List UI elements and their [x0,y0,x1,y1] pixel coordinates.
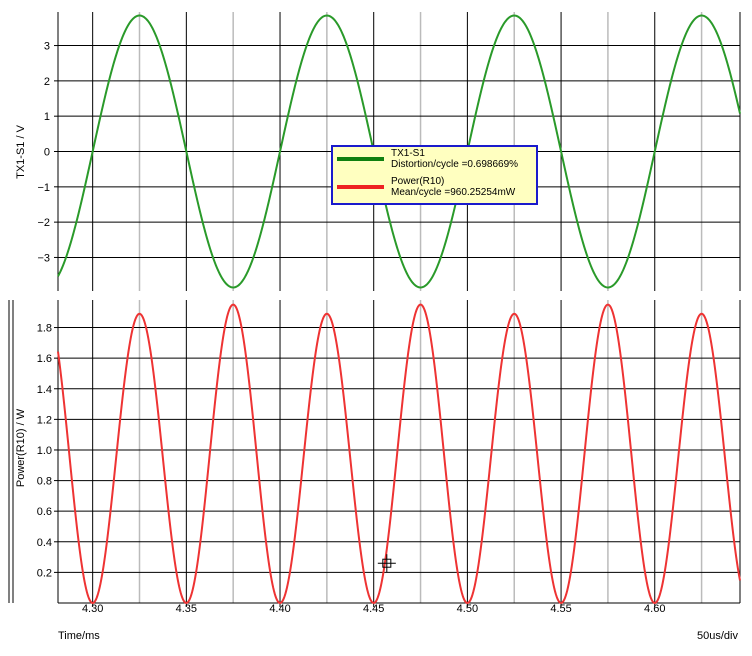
legend-swatch-power [337,185,384,189]
voltage-tick-label-5: −2 [37,217,50,229]
legend-name-voltage: TX1-S1 [391,148,425,159]
time-tick-label-6: 4.60 [644,603,665,615]
power-tick-labels: 0.2 0.4 0.6 0.8 1.0 1.2 1.4 1.6 1.8 [37,323,52,580]
legend-stat-voltage: Distortion/cycle =0.698669% [391,159,519,170]
power-tick-label-8: 1.8 [37,323,52,335]
legend-entry-power[interactable]: Power(R10) Mean/cycle =960.25254mW [333,176,536,202]
power-tick-label-3: 0.8 [37,476,52,488]
time-tick-label-0: 4.30 [82,603,103,615]
legend-swatch-voltage [337,157,384,161]
voltage-tick-label-1: 2 [44,76,50,88]
power-tick-label-2: 0.6 [37,506,52,518]
time-tick-label-4: 4.50 [457,603,478,615]
voltage-tick-labels: 3 2 1 0 −1 −2 −3 [37,41,50,265]
legend-box[interactable]: TX1-S1 Distortion/cycle =0.698669% Power… [331,145,538,205]
cursor-box [382,558,392,568]
power-tick-label-0: 0.2 [37,567,52,579]
x-axis-title: Time/ms [58,630,100,642]
power-tick-label-4: 1.0 [37,445,52,457]
voltage-tick-label-3: 0 [44,147,50,159]
time-tick-label-1: 4.35 [176,603,197,615]
power-plot: 0.2 0.4 0.6 0.8 1.0 1.2 1.4 1.6 1.8 4.30 4.35 4.40… [8,300,741,615]
legend-entry-voltage[interactable]: TX1-S1 Distortion/cycle =0.698669% [333,148,536,174]
voltage-tick-label-4: −1 [37,182,50,194]
time-tick-label-5: 4.55 [550,603,571,615]
voltage-tick-label-2: 1 [44,111,50,123]
power-tick-label-5: 1.2 [37,414,52,426]
voltage-tick-label-6: −3 [37,252,50,264]
legend-name-power: Power(R10) [391,176,445,187]
time-tick-labels: 4.30 4.35 4.40 4.45 4.50 4.55 4.60 [82,603,665,615]
measurement-cursor[interactable] [377,554,396,573]
voltage-axes [54,12,741,291]
voltage-tick-label-0: 3 [44,41,50,53]
legend-stat-power: Mean/cycle =960.25254mW [391,187,516,198]
power-tick-label-7: 1.6 [37,353,52,365]
power-tick-label-6: 1.4 [37,384,52,396]
time-tick-label-2: 4.40 [269,603,290,615]
power-axis-label: Power(R10) / W [15,408,27,487]
voltage-axis-label: TX1-S1 / V [15,124,27,178]
power-grid [58,300,740,603]
power-tick-label-1: 0.4 [37,537,52,549]
time-tick-label-3: 4.45 [363,603,384,615]
time-scale: 50us/div [697,630,738,642]
power-trace [57,303,741,605]
power-axes [8,300,741,604]
voltage-trace [57,14,741,289]
